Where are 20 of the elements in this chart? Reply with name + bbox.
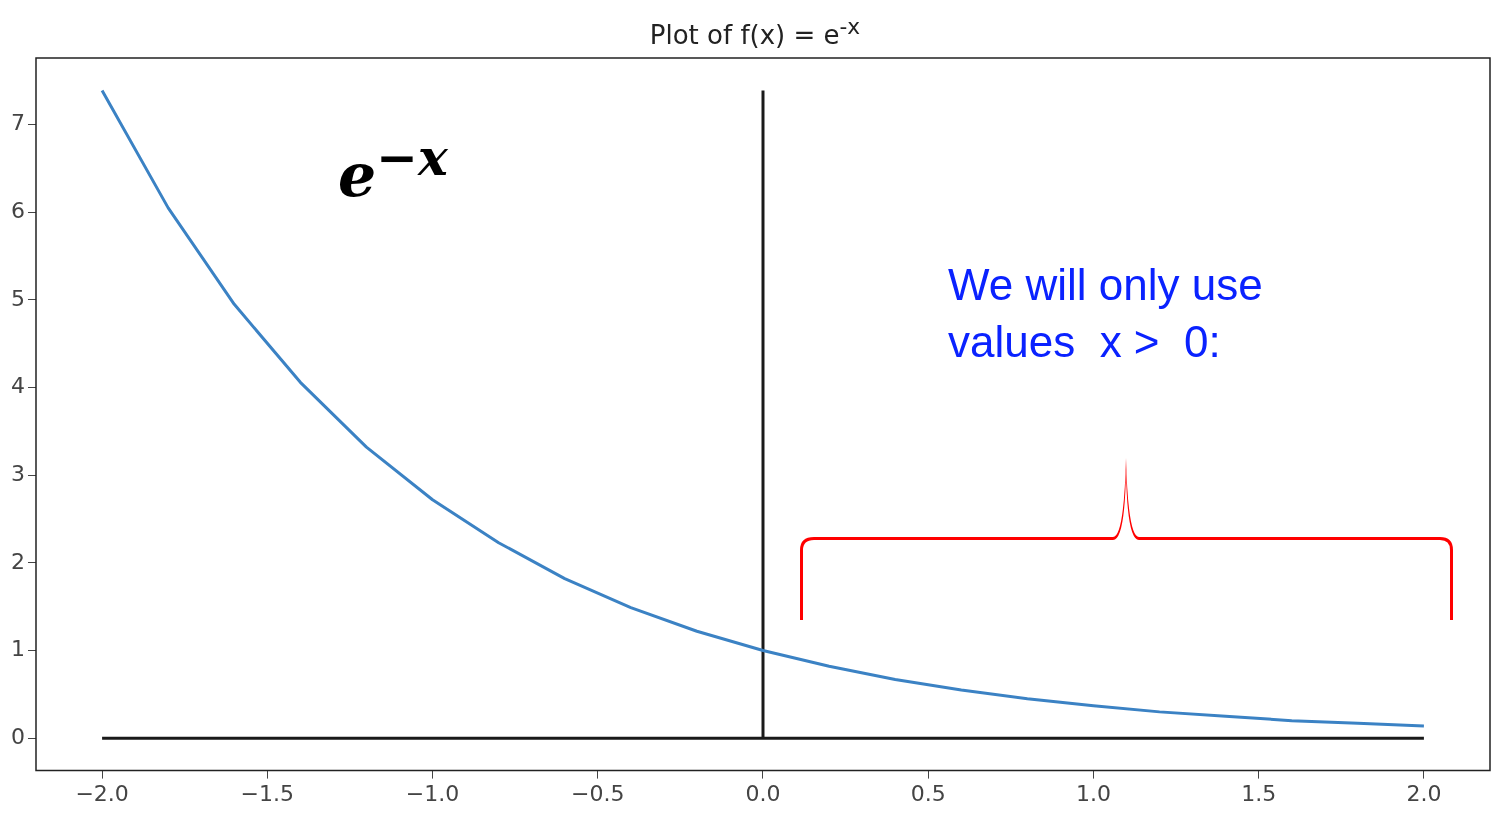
x-tick-label: −1.0 xyxy=(405,780,460,806)
x-tick-label: 1.0 xyxy=(1075,780,1111,806)
y-tick-label: 3 xyxy=(11,460,25,486)
x-tick-label: 2.0 xyxy=(1406,780,1442,806)
x-tick-label: −0.5 xyxy=(571,780,625,806)
x-tick-label: −1.5 xyxy=(240,780,295,806)
x-tick-label: 0.5 xyxy=(910,780,946,806)
x-tick-label: −2.0 xyxy=(75,780,129,806)
y-tick-label: 1 xyxy=(11,636,25,662)
y-tick-label: 7 xyxy=(11,110,25,136)
y-tick-label: 0 xyxy=(11,723,25,749)
y-tick-label: 2 xyxy=(11,548,25,574)
chart-title: Plot of f(x) = e$^{-x}$ xyxy=(648,14,862,50)
x-tick-label: 0.0 xyxy=(745,780,781,806)
x-tick-label: 1.5 xyxy=(1241,780,1277,806)
annotation: e$^{−x}$ xyxy=(338,128,448,210)
y-tick-label: 5 xyxy=(11,285,25,311)
y-tick-label: 6 xyxy=(11,197,25,223)
annotation: We will only use values x > 0: xyxy=(948,259,1263,369)
y-tick-label: 4 xyxy=(11,373,25,399)
